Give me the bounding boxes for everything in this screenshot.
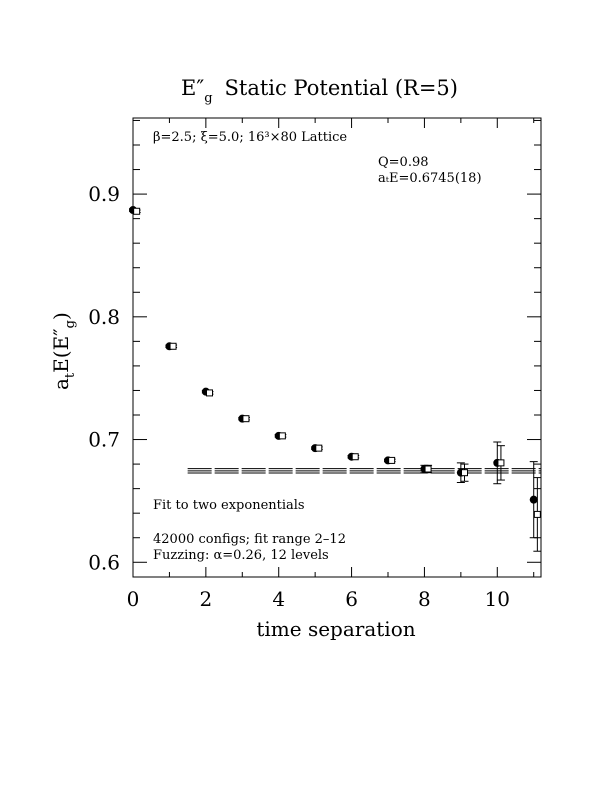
data-point-square — [169, 342, 177, 350]
axis-tick-labels: 0 2 4 6 8 10 0.6 0.7 0.8 0.9 — [88, 182, 510, 611]
data-point-square — [351, 453, 359, 461]
y-tick-label: 0.9 — [88, 182, 120, 206]
chart-title: E″g Static Potential (R=5) — [181, 76, 458, 106]
annotation-energy: aₜE=0.6745(18) — [378, 171, 482, 186]
y-tick-label: 0.7 — [88, 428, 120, 452]
y-tick-label: 0.8 — [88, 305, 120, 329]
data-point-square — [388, 456, 396, 464]
data-point-square — [278, 432, 286, 440]
data-point-square — [206, 389, 213, 397]
annotation-fit: Fit to two exponentials — [153, 498, 305, 513]
data-point-square — [533, 510, 541, 518]
data-point-square — [497, 459, 505, 467]
annotation-q: Q=0.98 — [378, 155, 429, 170]
data-point-square — [461, 469, 468, 477]
data-point-square — [424, 465, 432, 473]
axis-ticks — [132, 118, 541, 577]
x-tick-label: 4 — [272, 587, 285, 611]
x-tick-label: 10 — [485, 587, 510, 611]
data-points — [129, 206, 542, 552]
x-tick-label: 8 — [418, 587, 431, 611]
x-axis-label: time separation — [256, 617, 415, 641]
data-point-circle — [529, 495, 538, 504]
x-tick-label: 6 — [345, 587, 358, 611]
data-point-square — [315, 444, 323, 452]
plot-frame — [132, 117, 542, 578]
y-tick-label: 0.6 — [88, 550, 120, 574]
data-point-square — [133, 207, 141, 215]
annotation-lattice: β=2.5; ξ=5.0; 16³×80 Lattice — [153, 130, 347, 145]
y-axis-label: atE(E″g) — [49, 312, 78, 390]
fit-band — [187, 468, 541, 474]
annotation-configs: 42000 configs; fit range 2–12 — [153, 532, 346, 547]
x-tick-label: 0 — [127, 587, 140, 611]
x-tick-label: 2 — [199, 587, 212, 611]
annotation-fuzzing: Fuzzing: α=0.26, 12 levels — [153, 548, 329, 563]
data-point-square — [242, 415, 250, 423]
